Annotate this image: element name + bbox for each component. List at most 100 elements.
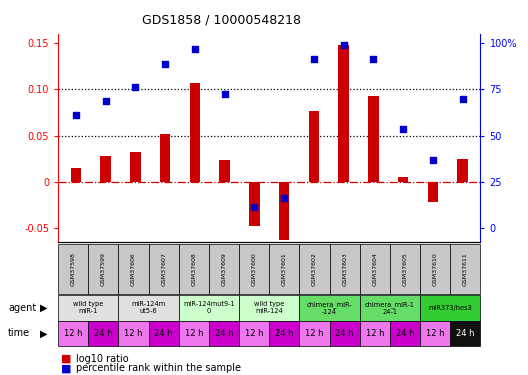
Bar (58, 321, 88, 346)
Text: miR-124m
ut5-6: miR-124m ut5-6 (131, 302, 166, 314)
Text: GSM37601: GSM37601 (282, 252, 287, 286)
Bar (58, 244, 88, 294)
Bar (279, 182, 289, 240)
Bar (360, 244, 390, 294)
Bar (239, 244, 269, 294)
Text: GSM37611: GSM37611 (463, 252, 468, 286)
Text: GSM37606: GSM37606 (131, 252, 136, 286)
Text: ■: ■ (61, 363, 71, 373)
Bar (450, 244, 480, 294)
Text: 12 h: 12 h (365, 329, 384, 338)
Bar (368, 96, 379, 182)
Bar (457, 159, 468, 182)
Point (280, 195, 288, 201)
Bar (118, 295, 179, 321)
Text: time: time (8, 328, 30, 338)
Bar (329, 244, 360, 294)
Bar (148, 321, 179, 346)
Bar (179, 244, 209, 294)
Bar (148, 244, 179, 294)
Text: 24 h: 24 h (335, 329, 354, 338)
Bar (130, 152, 140, 182)
Bar (420, 244, 450, 294)
Text: agent: agent (8, 303, 36, 313)
Text: GSM37607: GSM37607 (161, 252, 166, 286)
Text: 12 h: 12 h (245, 329, 263, 338)
Bar (390, 244, 420, 294)
Bar (239, 321, 269, 346)
Bar (420, 321, 450, 346)
Point (131, 84, 139, 90)
Bar (398, 177, 408, 182)
Text: GSM37598: GSM37598 (71, 252, 76, 286)
Bar (190, 83, 200, 182)
Bar (88, 321, 118, 346)
Bar (269, 244, 299, 294)
Text: GSM37603: GSM37603 (342, 252, 347, 286)
Text: GSM37600: GSM37600 (252, 252, 257, 286)
Bar (100, 156, 111, 182)
Bar (118, 321, 148, 346)
Text: GSM37609: GSM37609 (222, 252, 227, 286)
Text: 12 h: 12 h (185, 329, 203, 338)
Bar (179, 295, 239, 321)
Point (72, 112, 80, 118)
Text: percentile rank within the sample: percentile rank within the sample (76, 363, 241, 373)
Bar (209, 321, 239, 346)
Point (399, 126, 408, 132)
Bar (420, 295, 480, 321)
Bar (220, 159, 230, 182)
Bar (160, 134, 171, 182)
Bar (71, 168, 81, 182)
Point (161, 61, 169, 67)
Text: 24 h: 24 h (396, 329, 414, 338)
Bar (338, 45, 349, 182)
Text: log10 ratio: log10 ratio (76, 354, 128, 363)
Point (220, 91, 229, 97)
Text: GSM37599: GSM37599 (101, 252, 106, 286)
Bar (269, 321, 299, 346)
Text: ▶: ▶ (40, 328, 47, 338)
Bar (118, 244, 148, 294)
Text: 12 h: 12 h (305, 329, 324, 338)
Text: GDS1858 / 10000548218: GDS1858 / 10000548218 (142, 13, 301, 26)
Text: GSM37608: GSM37608 (191, 252, 196, 286)
Bar (450, 321, 480, 346)
Point (458, 96, 467, 102)
Bar (249, 182, 260, 226)
Bar (299, 295, 360, 321)
Text: 12 h: 12 h (124, 329, 143, 338)
Bar (58, 295, 118, 321)
Text: 24 h: 24 h (215, 329, 233, 338)
Text: GSM37610: GSM37610 (433, 252, 438, 286)
Text: GSM37602: GSM37602 (312, 252, 317, 286)
Point (310, 56, 318, 62)
Point (191, 46, 199, 53)
Text: miR-124mut9-1
0: miR-124mut9-1 0 (183, 302, 235, 314)
Point (250, 204, 259, 210)
Bar (209, 244, 239, 294)
Text: 24 h: 24 h (456, 329, 475, 338)
Point (429, 156, 437, 162)
Text: 24 h: 24 h (154, 329, 173, 338)
Text: 24 h: 24 h (94, 329, 112, 338)
Bar (239, 295, 299, 321)
Text: ▶: ▶ (40, 303, 47, 313)
Bar (299, 321, 329, 346)
Text: ■: ■ (61, 354, 71, 363)
Bar (309, 111, 319, 182)
Bar (360, 321, 390, 346)
Bar (390, 321, 420, 346)
Text: 24 h: 24 h (275, 329, 294, 338)
Bar (299, 244, 329, 294)
Bar (329, 321, 360, 346)
Text: GSM37604: GSM37604 (372, 252, 378, 286)
Text: chimera_miR-
-124: chimera_miR- -124 (307, 301, 353, 315)
Bar (360, 295, 420, 321)
Text: wild type
miR-124: wild type miR-124 (254, 302, 285, 314)
Text: chimera_miR-1
24-1: chimera_miR-1 24-1 (365, 301, 415, 315)
Point (369, 56, 378, 62)
Text: GSM37605: GSM37605 (402, 252, 408, 286)
Point (101, 98, 110, 104)
Point (340, 42, 348, 48)
